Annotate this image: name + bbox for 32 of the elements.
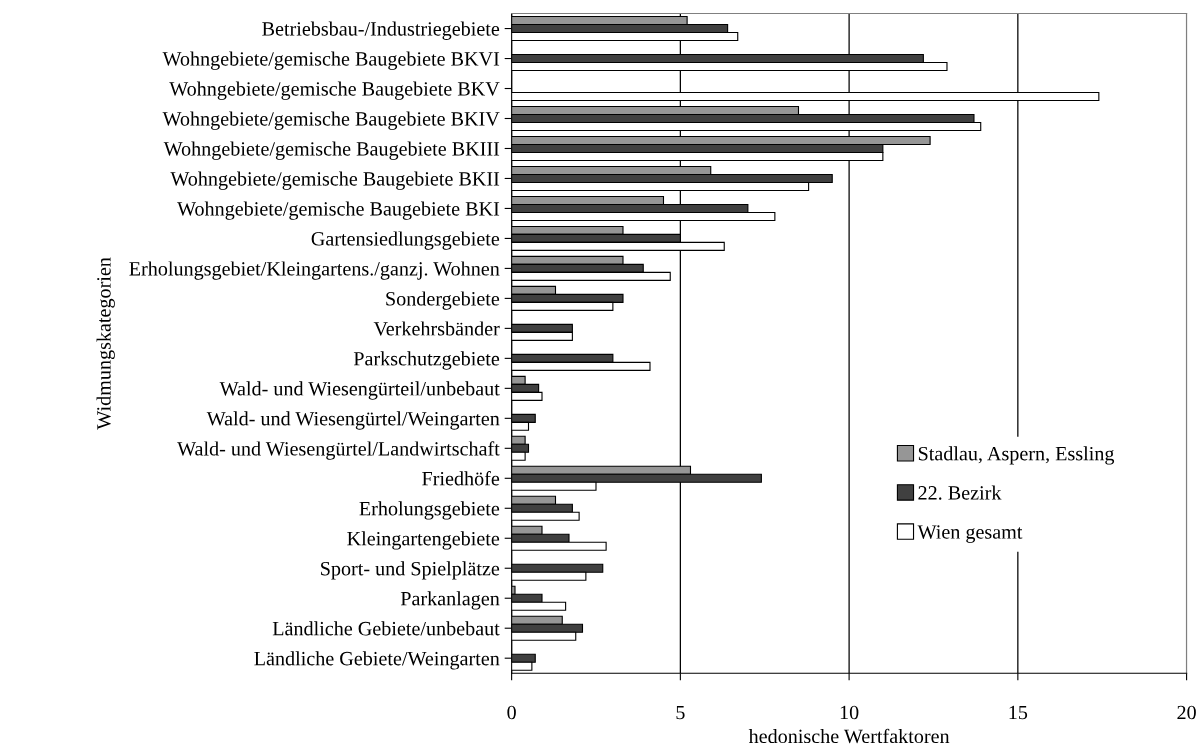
y-tick-label: Erholungsgebiet/Kleingartens./ganzj. Wohnen — [129, 261, 500, 280]
y-tick-label: Ländliche Gebiete/Weingarten — [254, 651, 500, 670]
y-tick-label: Erholungsgebiete — [359, 501, 500, 520]
y-tick-label: Wald- und Wiesengürteil/unbebaut — [219, 381, 500, 400]
y-tick-label: Sondergebiete — [386, 291, 500, 310]
y-tick-label: Sport- und Spielplätze — [321, 561, 500, 580]
y-tick-label: Ländliche Gebiete/unbebaut — [272, 621, 500, 636]
y-tick-label: Gartensiedlungsgebiete — [311, 231, 500, 250]
x-axis-title: hedonische Wertfaktoren — [748, 728, 950, 744]
y-tick-label: Wohngebiete/gemische Baugebiete BKVI — [162, 51, 500, 70]
y-tick-label: Wohngebiete/gemische Baugebiete BKIV — [162, 111, 500, 130]
y-tick-label: Parkschutzgebiete — [353, 351, 500, 370]
legend-label: Wien gesamt — [917, 525, 1023, 543]
y-tick-label: Wald- und Wiesengürtel/Landwirtschaft — [177, 441, 500, 460]
y-axis-title: Widmungskategorien — [96, 257, 115, 430]
x-tick-label: 10 — [840, 705, 859, 720]
x-tick-label: 15 — [1009, 705, 1028, 720]
y-tick-label: Betriebsbau-/Industriegebiete — [262, 21, 500, 40]
y-tick-label: Verkehrsbänder — [373, 321, 500, 336]
y-tick-label: Kleingartengebiete — [347, 531, 500, 550]
y-tick-label: Wohngebiete/gemische Baugebiete BKV — [169, 81, 500, 100]
x-tick-label: 20 — [1177, 705, 1196, 720]
y-tick-label: Friedhöfe — [422, 471, 500, 486]
y-tick-label: Wohngebiete/gemische Baugebiete BKI — [177, 201, 500, 220]
y-tick-label: Wohngebiete/gemische Baugebiete BKIII — [163, 141, 500, 160]
y-tick-label: Wald- und Wiesengürtel/Weingarten — [206, 411, 500, 430]
x-tick-label: 0 — [507, 705, 516, 720]
y-tick-label: Wohngebiete/gemische Baugebiete BKII — [170, 171, 500, 190]
legend-label: 22. Bezirk — [918, 485, 1002, 500]
x-tick-label: 5 — [676, 705, 685, 720]
y-tick-label: Parkanlagen — [400, 591, 500, 610]
legend-label: Stadlau, Aspern, Essling — [918, 446, 1115, 465]
